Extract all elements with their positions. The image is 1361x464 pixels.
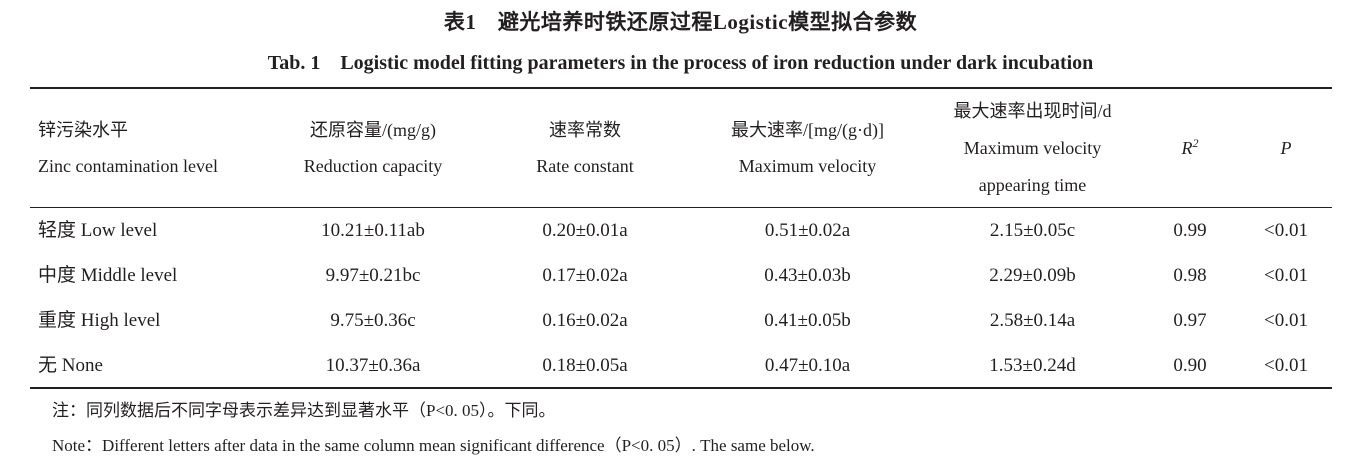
table-note-en: Note：Different letters after data in the… [52, 436, 815, 455]
cell-r2: 0.97 [1173, 310, 1207, 331]
cell-time: 2.15±0.05c [989, 220, 1076, 241]
table-caption-en: Tab. 1 Logistic model fitting parameters… [267, 52, 1094, 74]
cell-time: 2.58±0.14a [989, 310, 1076, 331]
cell-r2: 0.98 [1173, 265, 1207, 286]
header-r-superscript: 2 [1192, 136, 1199, 150]
cell-p: <0.01 [1264, 355, 1308, 376]
cell-rate: 0.20±0.01a [542, 220, 628, 241]
cell-time: 1.53±0.24d [989, 355, 1076, 376]
cell-p: <0.01 [1264, 220, 1308, 241]
cell-vmax: 0.51±0.02a [764, 220, 851, 241]
table-note-cn: 注：同列数据后不同字母表示差异达到显著水平（P<0. 05）。下同。 [52, 401, 556, 420]
header-r-squared: R2 [1150, 136, 1230, 159]
header-level-en: Zinc contamination level [38, 156, 218, 176]
header-time-en-line1: Maximum velocity [963, 138, 1102, 158]
cell-rate: 0.17±0.02a [542, 265, 628, 286]
cell-p: <0.01 [1264, 310, 1308, 331]
cell-level: 重度 High level [38, 310, 161, 331]
header-p: P [1280, 138, 1292, 158]
header-capacity-cn: 还原容量/(mg/g) [310, 120, 436, 140]
cell-r2: 0.90 [1173, 355, 1207, 376]
cell-level: 轻度 Low level [38, 220, 158, 241]
table-bottom-rule [30, 387, 1332, 389]
header-time-cn: 最大速率出现时间/d [953, 101, 1112, 121]
cell-capacity: 9.97±0.21bc [325, 265, 421, 286]
cell-vmax: 0.41±0.05b [764, 310, 851, 331]
cell-level: 中度 Middle level [38, 265, 178, 286]
cell-vmax: 0.47±0.10a [764, 355, 851, 376]
cell-capacity: 9.75±0.36c [330, 310, 416, 331]
cell-level: 无 None [38, 355, 103, 376]
cell-rate: 0.16±0.02a [542, 310, 628, 331]
cell-rate: 0.18±0.05a [542, 355, 628, 376]
cell-time: 2.29±0.09b [989, 265, 1076, 286]
header-rate-cn: 速率常数 [549, 120, 621, 140]
cell-p: <0.01 [1264, 265, 1308, 286]
header-capacity-en: Reduction capacity [303, 156, 443, 176]
cell-capacity: 10.21±0.11ab [321, 220, 425, 241]
cell-r2: 0.99 [1173, 220, 1207, 241]
header-rate-en: Rate constant [536, 156, 634, 176]
cell-vmax: 0.43±0.03b [764, 265, 851, 286]
table-top-rule [30, 87, 1332, 89]
header-vmax-cn: 最大速率/[mg/(g·d)] [731, 120, 884, 140]
header-level-cn: 锌污染水平 [38, 120, 128, 140]
header-vmax-en: Maximum velocity [738, 156, 877, 176]
header-r-symbol: R [1181, 138, 1193, 158]
table-caption-cn: 表1 避光培养时铁还原过程Logistic模型拟合参数 [443, 10, 918, 34]
table-header-rule [30, 207, 1332, 208]
cell-capacity: 10.37±0.36a [325, 355, 421, 376]
header-time-en-line2: appearing time [978, 175, 1087, 195]
